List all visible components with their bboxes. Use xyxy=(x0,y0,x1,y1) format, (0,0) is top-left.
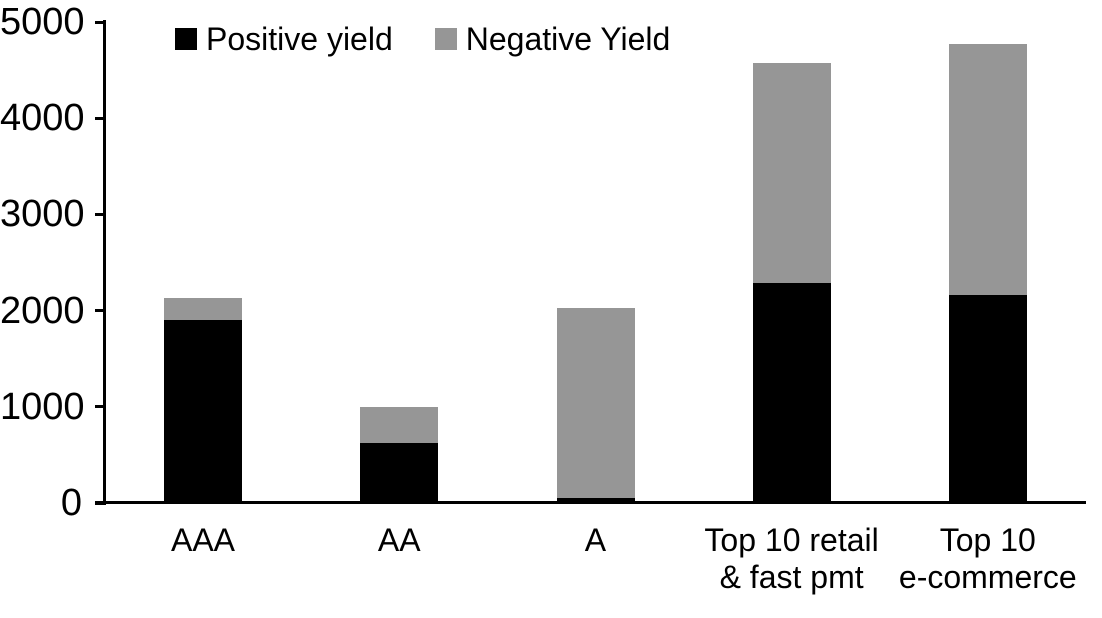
y-tick-mark-0 xyxy=(95,501,106,505)
legend-label-positive-yield: Positive yield xyxy=(206,21,393,57)
legend-label-negative-yield: Negative Yield xyxy=(465,21,671,57)
y-tick-mark-3000 xyxy=(95,212,106,216)
x-category-label-aaa: AAA xyxy=(170,522,236,558)
bar-segment-top-10-retail-fast-pmt-positive-yield xyxy=(752,282,831,503)
legend-swatch-negative-yield xyxy=(434,28,457,50)
bar-segment-top-10-e-commerce-positive-yield xyxy=(948,295,1027,503)
y-tick-label-3000: 3000 xyxy=(0,193,85,236)
bar-segment-aa-positive-yield xyxy=(360,443,439,503)
x-category-label-top-10-e-commerce: Top 10 e-commerce xyxy=(898,522,1077,595)
bar-segment-aaa-positive-yield xyxy=(164,320,243,503)
bar-segment-a-positive-yield xyxy=(556,498,635,503)
y-tick-label-0: 0 xyxy=(60,482,82,524)
legend-item-negative-yield: Negative Yield xyxy=(434,21,671,57)
legend: Positive yield Negative Yield xyxy=(175,22,670,56)
y-tick-mark-2000 xyxy=(95,309,106,313)
y-tick-mark-4000 xyxy=(95,116,106,120)
bar-segment-top-10-retail-fast-pmt-negative-yield xyxy=(752,63,831,283)
legend-item-positive-yield: Positive yield xyxy=(175,22,393,56)
y-tick-label-2000: 2000 xyxy=(0,289,85,332)
x-category-label-a: A xyxy=(584,522,607,558)
x-category-label-aa: AA xyxy=(377,522,421,558)
y-tick-label-4000: 4000 xyxy=(0,97,85,140)
bar-segment-a-negative-yield xyxy=(556,307,635,499)
x-category-label-top-10-retail-fast-pmt: Top 10 retail & fast pmt xyxy=(704,522,879,595)
y-tick-label-1000: 1000 xyxy=(0,385,85,428)
legend-swatch-positive-yield xyxy=(175,28,197,50)
y-tick-mark-1000 xyxy=(95,405,106,409)
bar-segment-top-10-e-commerce-negative-yield xyxy=(948,44,1027,296)
y-tick-label-5000: 5000 xyxy=(0,1,85,43)
y-axis-line xyxy=(103,20,106,504)
bar-segment-aaa-negative-yield xyxy=(164,298,243,321)
y-tick-mark-5000 xyxy=(95,20,106,24)
bar-segment-aa-negative-yield xyxy=(360,406,439,444)
